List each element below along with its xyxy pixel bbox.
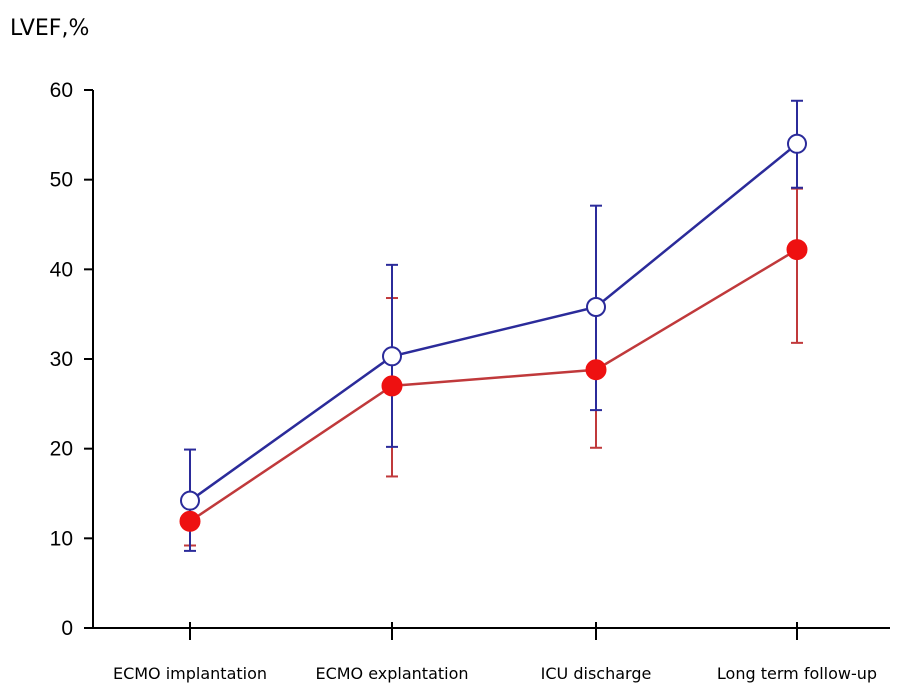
y-tick-label: 10 xyxy=(50,527,73,550)
y-tick-label: 50 xyxy=(50,169,73,192)
series-line xyxy=(189,142,798,502)
data-point xyxy=(786,239,808,261)
data-point xyxy=(585,359,607,381)
series-layer xyxy=(179,99,808,552)
data-point xyxy=(586,296,606,317)
data-point xyxy=(382,346,402,367)
series-1 xyxy=(184,187,803,547)
y-ticks: 0 10 20 30 40 50 60 xyxy=(50,79,93,640)
series-0 xyxy=(184,99,803,552)
series-line xyxy=(189,248,798,523)
y-tick-label: 60 xyxy=(50,79,73,102)
markers-0 xyxy=(180,133,807,511)
x-tick-label: ECMO explantation xyxy=(315,664,468,683)
data-point xyxy=(381,375,403,397)
x-ticks: ECMO implantation ECMO explantation ICU di… xyxy=(113,622,877,683)
x-tick-label: ICU discharge xyxy=(541,664,652,683)
x-tick-label: Long term follow-up xyxy=(717,664,877,683)
x-tick-label: ECMO implantation xyxy=(113,664,267,683)
y-axis-label: LVEF,% xyxy=(10,16,89,41)
y-tick-label: 40 xyxy=(50,258,73,281)
y-tick-label: 30 xyxy=(50,348,73,371)
data-point xyxy=(179,510,201,532)
markers-1 xyxy=(179,239,808,532)
data-point xyxy=(787,133,807,154)
y-tick-label: 0 xyxy=(61,617,73,640)
axes xyxy=(92,90,890,629)
y-tick-label: 20 xyxy=(50,438,73,461)
data-point xyxy=(180,490,200,511)
